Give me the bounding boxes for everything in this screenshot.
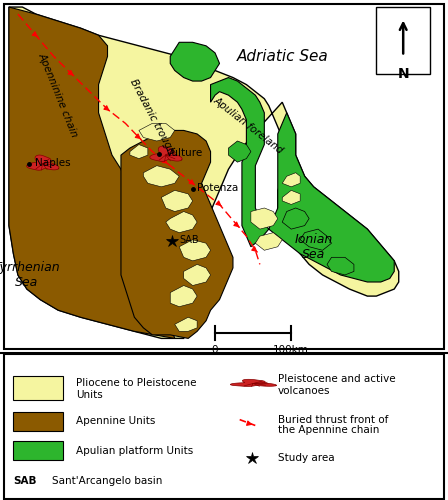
Text: Pliocene to Pleistocene: Pliocene to Pleistocene: [76, 378, 197, 388]
Polygon shape: [166, 212, 197, 233]
Text: the Apennine chain: the Apennine chain: [278, 425, 379, 435]
Polygon shape: [26, 155, 59, 170]
Polygon shape: [161, 190, 193, 212]
Text: Ionian
Sea: Ionian Sea: [294, 233, 333, 261]
Polygon shape: [139, 124, 175, 141]
Text: Buried thrust front of: Buried thrust front of: [278, 414, 388, 424]
Text: Sant'Arcangelo basin: Sant'Arcangelo basin: [52, 476, 162, 486]
Polygon shape: [170, 42, 220, 81]
Text: Study area: Study area: [278, 453, 334, 463]
Text: Apennine Units: Apennine Units: [76, 416, 155, 426]
Polygon shape: [170, 286, 197, 306]
Text: SAB: SAB: [13, 476, 37, 486]
Polygon shape: [300, 229, 332, 250]
Polygon shape: [282, 172, 300, 187]
Polygon shape: [230, 380, 276, 386]
Text: Bradanic trough: Bradanic trough: [128, 77, 177, 156]
Polygon shape: [130, 144, 148, 158]
Polygon shape: [327, 258, 354, 275]
Text: volcanoes: volcanoes: [278, 386, 330, 396]
Text: Vulture: Vulture: [166, 148, 203, 158]
Polygon shape: [9, 7, 399, 338]
Polygon shape: [175, 318, 197, 332]
Bar: [13, 412, 63, 430]
Polygon shape: [255, 232, 282, 250]
Polygon shape: [150, 146, 182, 162]
Polygon shape: [228, 141, 251, 162]
Text: Pleistocene and active: Pleistocene and active: [278, 374, 396, 384]
Polygon shape: [184, 264, 211, 285]
Polygon shape: [211, 78, 394, 282]
Polygon shape: [143, 166, 179, 187]
Text: 0: 0: [212, 346, 218, 356]
Polygon shape: [251, 208, 278, 229]
Polygon shape: [179, 240, 211, 261]
Text: Apenninine chain: Apenninine chain: [37, 52, 80, 139]
Polygon shape: [121, 130, 233, 338]
Text: Apulian platform Units: Apulian platform Units: [76, 446, 194, 456]
Text: SAB: SAB: [179, 236, 199, 246]
Text: 100km: 100km: [273, 346, 309, 356]
Text: Units: Units: [76, 390, 103, 400]
Text: Adriatic Sea: Adriatic Sea: [237, 49, 328, 64]
Polygon shape: [9, 7, 175, 338]
Text: Potenza: Potenza: [197, 182, 238, 192]
Text: Apulian foreland: Apulian foreland: [212, 95, 285, 156]
Text: N: N: [397, 67, 409, 81]
Text: Naples: Naples: [35, 158, 71, 168]
Polygon shape: [282, 190, 300, 204]
Bar: [13, 441, 63, 460]
Bar: [13, 376, 63, 400]
Polygon shape: [282, 208, 309, 229]
Text: Tyrrhenian
Sea: Tyrrhenian Sea: [0, 261, 60, 289]
